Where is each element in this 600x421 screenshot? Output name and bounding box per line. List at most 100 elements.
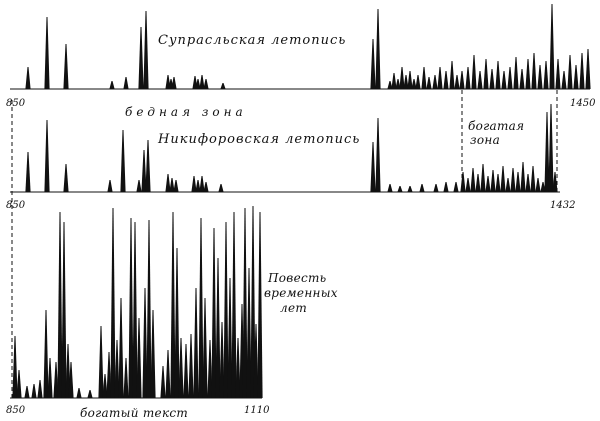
spike-0-34 bbox=[471, 55, 477, 89]
spike-2-19 bbox=[118, 298, 124, 398]
spikes-nikiforov bbox=[25, 104, 558, 192]
spike-1-7 bbox=[145, 140, 151, 192]
chart-nikiforov-chronicle: Никифоровская летопись 850 1432 богатая … bbox=[6, 104, 575, 211]
spike-1-14 bbox=[203, 182, 209, 192]
spike-2-12 bbox=[76, 388, 82, 398]
spike-2-34 bbox=[193, 288, 199, 398]
spike-0-51 bbox=[573, 65, 579, 89]
spike-0-45 bbox=[537, 65, 543, 89]
annotation-rich-text: богатый текст bbox=[80, 406, 188, 420]
spike-1-42 bbox=[544, 112, 550, 192]
spike-1-31 bbox=[490, 170, 496, 192]
spike-0-41 bbox=[513, 57, 519, 89]
spike-1-23 bbox=[443, 182, 449, 192]
spike-0-21 bbox=[403, 75, 409, 89]
spike-0-12 bbox=[199, 75, 205, 89]
spike-2-14 bbox=[98, 326, 104, 398]
title-nikiforov: Никифоровская летопись bbox=[157, 132, 360, 147]
spike-2-49 bbox=[253, 324, 259, 398]
annotation-rich-zone: богатая зона bbox=[468, 119, 528, 147]
spike-0-20 bbox=[399, 67, 405, 89]
spike-2-13 bbox=[87, 390, 93, 398]
spike-2-39 bbox=[215, 258, 221, 398]
spike-2-21 bbox=[128, 218, 134, 398]
spike-0-53 bbox=[585, 49, 591, 89]
spike-1-16 bbox=[370, 142, 376, 192]
spike-2-11 bbox=[68, 362, 74, 398]
spike-2-2 bbox=[24, 386, 30, 398]
spike-1-44 bbox=[552, 172, 558, 192]
spike-1-28 bbox=[475, 174, 481, 192]
spike-2-35 bbox=[198, 218, 204, 398]
spike-0-14 bbox=[220, 83, 226, 89]
spike-1-37 bbox=[520, 162, 526, 192]
spike-0-15 bbox=[370, 39, 376, 89]
spike-0-27 bbox=[432, 75, 438, 89]
spike-0-36 bbox=[483, 59, 489, 89]
spike-0-26 bbox=[426, 77, 432, 89]
spike-1-43 bbox=[548, 104, 554, 192]
spike-1-39 bbox=[530, 166, 536, 192]
spike-1-13 bbox=[199, 176, 205, 192]
spike-2-42 bbox=[227, 278, 233, 398]
spike-2-8 bbox=[57, 212, 63, 398]
spike-2-29 bbox=[170, 212, 176, 398]
spike-0-32 bbox=[459, 71, 465, 89]
spike-1-2 bbox=[63, 164, 69, 192]
spike-1-36 bbox=[515, 172, 521, 192]
spike-2-38 bbox=[211, 228, 217, 398]
spike-0-22 bbox=[407, 71, 413, 89]
spike-2-17 bbox=[110, 208, 116, 398]
x-start-label-nikiforov: 850 bbox=[6, 200, 26, 211]
spike-2-28 bbox=[165, 350, 171, 398]
spike-2-0 bbox=[12, 336, 18, 398]
spike-1-5 bbox=[136, 180, 142, 192]
spike-0-3 bbox=[109, 81, 115, 89]
spike-0-48 bbox=[555, 59, 561, 89]
spike-1-25 bbox=[460, 172, 466, 192]
spike-2-47 bbox=[246, 268, 252, 398]
spike-0-30 bbox=[449, 61, 455, 89]
chart-povest-vremennykh-let: Повесть временных лет 850 1110 богатый т… bbox=[6, 206, 342, 420]
spike-0-49 bbox=[561, 71, 567, 89]
spike-0-17 bbox=[387, 81, 393, 89]
title-povest: Повесть временных лет bbox=[264, 271, 342, 315]
spike-1-19 bbox=[397, 186, 403, 192]
spike-0-16 bbox=[375, 9, 381, 89]
spike-1-27 bbox=[470, 168, 476, 192]
spike-0-0 bbox=[25, 67, 31, 89]
spike-2-30 bbox=[174, 248, 180, 398]
spike-2-44 bbox=[235, 338, 241, 398]
spike-0-2 bbox=[63, 44, 69, 89]
spike-1-40 bbox=[535, 178, 541, 192]
spike-1-9 bbox=[169, 178, 175, 192]
spike-0-23 bbox=[411, 79, 417, 89]
spike-2-3 bbox=[31, 384, 37, 398]
spike-2-37 bbox=[207, 340, 213, 398]
spike-0-11 bbox=[195, 79, 201, 89]
spike-2-4 bbox=[37, 380, 43, 398]
spike-1-18 bbox=[387, 184, 393, 192]
title-suprasl: Супрасльская летопись bbox=[158, 33, 346, 48]
spike-2-32 bbox=[183, 344, 189, 398]
spike-0-13 bbox=[203, 79, 209, 89]
x-start-label-suprasl: 850 bbox=[6, 98, 26, 109]
spikes-suprasl bbox=[25, 4, 591, 89]
spike-0-44 bbox=[531, 53, 537, 89]
spike-0-39 bbox=[501, 71, 507, 89]
spike-1-38 bbox=[525, 174, 531, 192]
spike-1-1 bbox=[44, 120, 50, 192]
spike-0-18 bbox=[391, 73, 397, 89]
spike-2-22 bbox=[132, 222, 138, 398]
spike-1-15 bbox=[218, 184, 224, 192]
spike-1-12 bbox=[195, 180, 201, 192]
spike-0-5 bbox=[138, 27, 144, 89]
spike-2-26 bbox=[150, 310, 156, 398]
spike-0-47 bbox=[549, 4, 555, 89]
spike-2-18 bbox=[114, 340, 120, 398]
spike-1-33 bbox=[500, 166, 506, 192]
spike-2-40 bbox=[219, 322, 225, 398]
spike-2-15 bbox=[102, 374, 108, 398]
spike-2-36 bbox=[202, 298, 208, 398]
spike-1-11 bbox=[191, 176, 197, 192]
